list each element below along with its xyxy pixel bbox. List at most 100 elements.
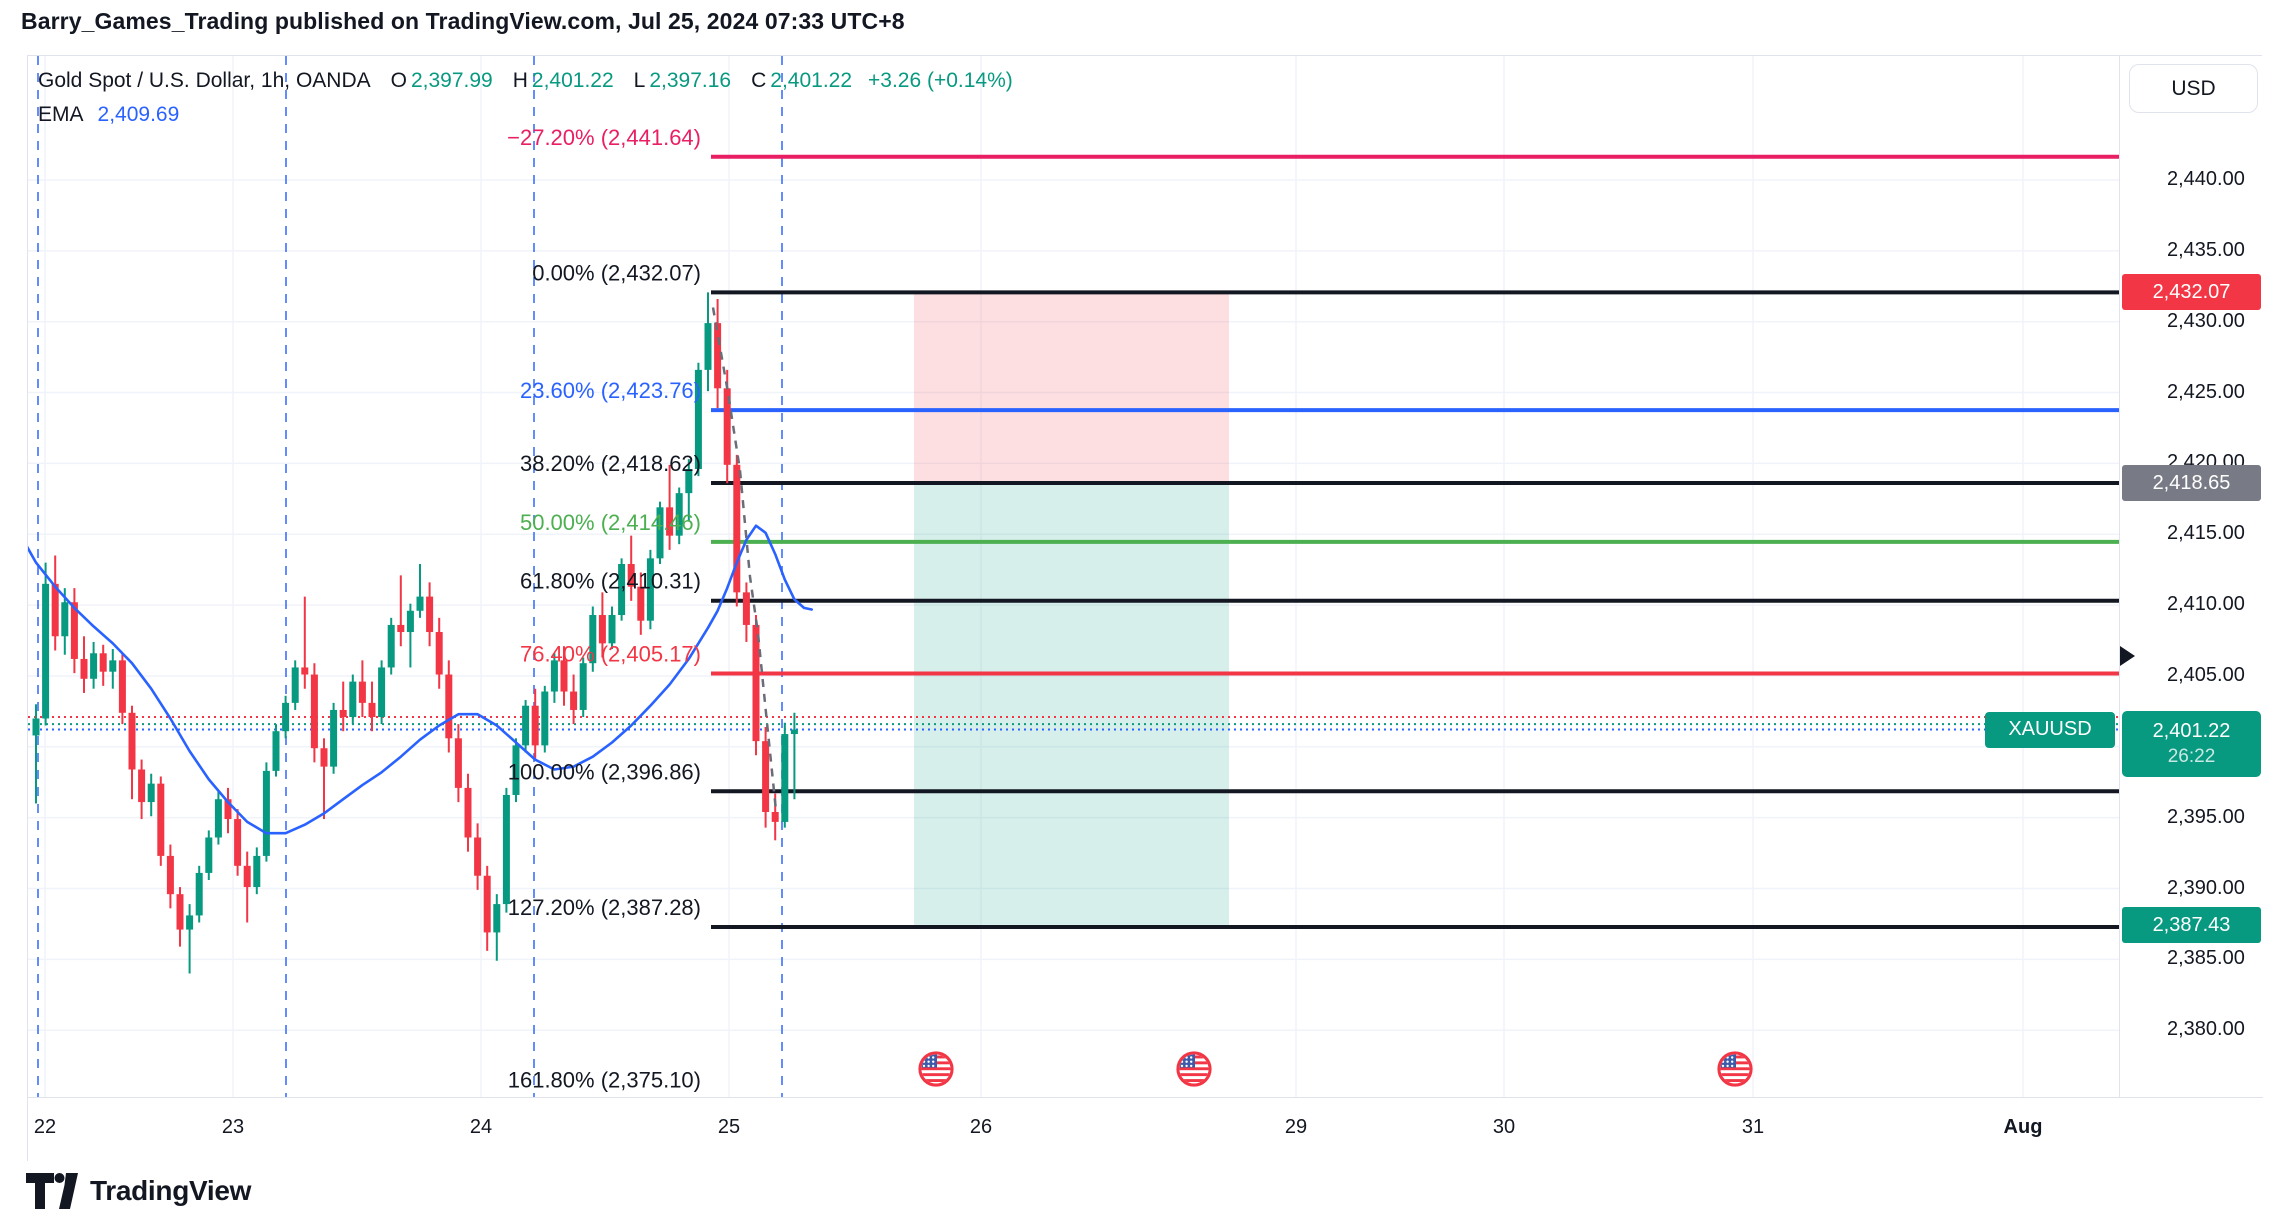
candle-body: [166, 855, 174, 895]
fib-label: 161.80% (2,375.10): [508, 1068, 701, 1093]
candle-body: [214, 799, 222, 838]
tradingview-logo-text: TradingView: [90, 1175, 252, 1206]
position-zones: [914, 292, 1229, 925]
fib-label: 0.00% (2,432.07): [532, 260, 701, 285]
us-flag-event-icon[interactable]: [1717, 1051, 1753, 1087]
candle-body: [704, 323, 712, 370]
time-axis-label: 24: [469, 1116, 493, 1138]
candle-body: [637, 586, 645, 621]
ema-line: [28, 524, 814, 835]
candle-body: [454, 738, 462, 788]
candles: [32, 292, 798, 974]
candle-body: [282, 702, 290, 732]
candle-body: [80, 658, 88, 679]
symbol-title[interactable]: Gold Spot / U.S. Dollar, 1h, OANDA: [38, 69, 371, 92]
price-level-tag: 2,418.65: [2122, 464, 2261, 501]
candle-body: [579, 663, 587, 710]
candle-body: [339, 709, 347, 718]
low-value: 2,397.16: [649, 69, 732, 92]
symbol-price-label-tag: XAUUSD: [1985, 711, 2115, 748]
time-axis-label: 29: [1284, 1116, 1308, 1138]
candle-body: [445, 674, 453, 739]
trend-dashed-line[interactable]: [711, 307, 778, 811]
price-axis-label: 2,380.00: [2167, 1018, 2245, 1041]
candle-body: [330, 709, 338, 767]
candle-body: [435, 632, 443, 675]
candle-body: [234, 819, 242, 866]
price-axis-label: 2,395.00: [2167, 805, 2245, 828]
price-dotted-lines: [28, 716, 2119, 731]
tradingview-logo[interactable]: TradingView: [26, 1173, 251, 1209]
candle-body: [90, 653, 98, 679]
candle-body: [243, 865, 251, 888]
candle-body: [118, 660, 126, 713]
candle-body: [550, 660, 558, 692]
fib-lines: [711, 154, 2119, 930]
chart-widget: −27.20% (2,441.64) 0.00% (2,432.07) 23.60%…: [27, 55, 2263, 1161]
candle-body: [128, 712, 136, 770]
time-axis[interactable]: 22 23 24 25 26 29 30 31 Aug: [28, 1097, 2263, 1161]
candle-body: [570, 691, 578, 710]
fib-label: 38.20% (2,418.62): [520, 451, 701, 476]
candle-body: [714, 323, 722, 389]
price-axis-label: 2,405.00: [2167, 663, 2245, 686]
candle-body: [310, 674, 318, 749]
candle-body: [186, 915, 194, 930]
time-axis-label: 25: [717, 1116, 741, 1138]
candle-body: [387, 624, 395, 668]
ema-label[interactable]: EMA: [38, 103, 84, 126]
tradingview-logo-icon: [26, 1173, 78, 1209]
price-axis[interactable]: USD 2,440.00 2,435.00 2,430.00 2,425.00 2,42…: [2119, 56, 2263, 1097]
fib-label: 50.00% (2,414.46): [520, 510, 701, 535]
price-axis-label: 2,435.00: [2167, 238, 2245, 261]
candle-body: [608, 615, 616, 644]
us-flag-event-icon[interactable]: [918, 1051, 954, 1087]
candle-body: [531, 705, 539, 746]
candle-body: [272, 731, 280, 771]
candle-body: [320, 748, 328, 767]
candle-body: [656, 507, 664, 559]
candle-body: [378, 667, 386, 718]
low-label: L: [633, 69, 646, 92]
fib-label: −27.20% (2,441.64): [507, 125, 701, 150]
close-label: C: [751, 69, 767, 92]
price-level-tag: 2,432.07: [2122, 274, 2261, 311]
candle-body: [646, 558, 654, 621]
ema-value: 2,409.69: [97, 103, 180, 126]
high-label: H: [512, 69, 528, 92]
candle-body: [416, 596, 424, 611]
price-axis-label: 2,410.00: [2167, 593, 2245, 616]
price-axis-label: 2,390.00: [2167, 876, 2245, 899]
price-axis-label: 2,415.00: [2167, 522, 2245, 545]
us-flag-event-icon[interactable]: [1176, 1051, 1212, 1087]
fib-label: 23.60% (2,423.76): [520, 378, 701, 403]
candle-body: [752, 624, 760, 742]
candle-body: [762, 741, 770, 812]
session-breaks: [37, 56, 783, 1097]
candle-body: [771, 811, 779, 822]
candle-body: [541, 691, 549, 746]
candle-body: [253, 855, 261, 888]
position-zone: [914, 292, 1229, 483]
candle-body: [291, 667, 299, 703]
change-value: +3.26 (+0.14%): [868, 69, 1013, 92]
candle-body: [560, 660, 568, 692]
price-axis-label: 2,425.00: [2167, 380, 2245, 403]
candle-body: [397, 624, 405, 633]
candle-body: [502, 794, 510, 905]
price-axis-label: 2,440.00: [2167, 168, 2245, 190]
time-axis-label: 26: [969, 1116, 993, 1138]
publication-title: Barry_Games_Trading published on Trading…: [21, 8, 905, 34]
candle-body: [42, 583, 50, 719]
candle-body: [262, 770, 270, 856]
currency-toggle-button[interactable]: USD: [2129, 64, 2258, 113]
fib-label: 76.40% (2,405.17): [520, 642, 701, 667]
position-zone: [914, 482, 1229, 925]
candle-body: [406, 610, 414, 633]
candle-body: [618, 564, 626, 616]
chart-plot[interactable]: −27.20% (2,441.64) 0.00% (2,432.07) 23.60%…: [28, 56, 2119, 1097]
candle-body: [205, 837, 213, 873]
candle-body: [733, 464, 741, 593]
candle-body: [349, 681, 357, 718]
candle-body: [474, 837, 482, 876]
